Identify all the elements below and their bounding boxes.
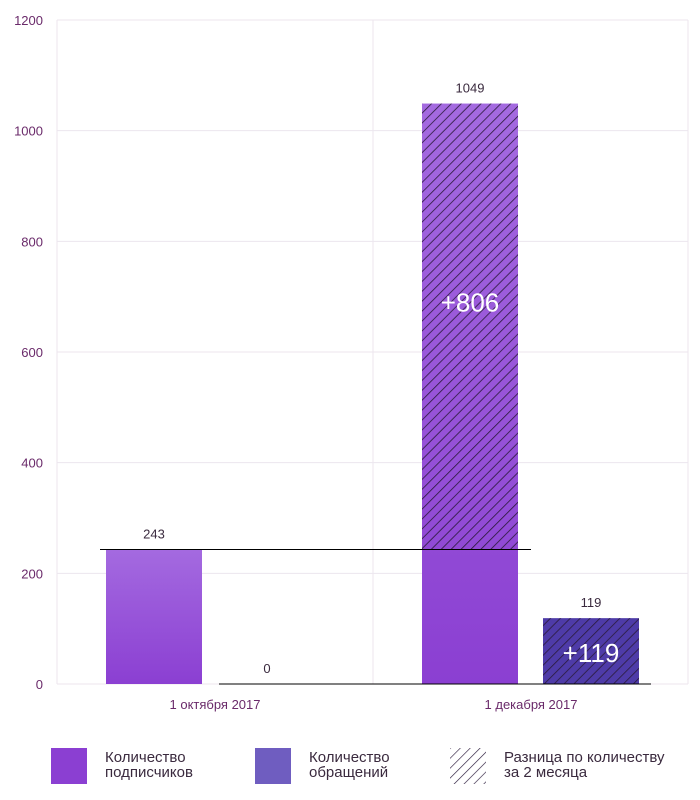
value-label-subscribers: 243 xyxy=(143,527,165,542)
y-tick-label: 1000 xyxy=(14,124,43,139)
hatch-swatch-icon xyxy=(450,748,486,784)
bars xyxy=(100,103,651,685)
x-category-label: 1 декабря 2017 xyxy=(485,697,578,712)
x-category-label: 1 октября 2017 xyxy=(170,697,261,712)
y-tick-label: 400 xyxy=(21,456,43,471)
y-tick-label: 1200 xyxy=(14,13,43,28)
legend-label-difference: Разница по количеству за 2 месяца xyxy=(504,749,665,781)
legend-label-subscribers: Количество подписчиков xyxy=(105,749,193,781)
difference-label: +119 xyxy=(563,638,620,668)
y-tick-label: 0 xyxy=(36,677,43,692)
x-axis-labels: 1 октября 2017 1 декабря 2017 xyxy=(170,697,578,712)
solid-purple-swatch-icon xyxy=(51,748,87,784)
y-axis-ticks: 0 200 400 600 800 1000 1200 xyxy=(14,13,43,692)
solid-violet-swatch-icon xyxy=(255,748,291,784)
bar-chart: 0 200 400 600 800 1000 1200 243 1049 0 119 +806 +11… xyxy=(14,13,689,712)
legend: Количество подписчиков Количество обраще… xyxy=(0,740,700,800)
y-tick-label: 800 xyxy=(21,234,43,249)
data-labels: 243 1049 0 119 +806 +119 xyxy=(143,81,619,676)
chart-svg: 0 200 400 600 800 1000 1200 243 1049 0 119 +806 +11… xyxy=(14,13,689,712)
legend-item-subscribers: Количество подписчиков xyxy=(51,748,295,784)
legend-item-difference: Разница по количеству за 2 месяца xyxy=(450,748,694,784)
value-label-requests: 0 xyxy=(263,661,270,676)
value-label-requests: 119 xyxy=(581,595,602,610)
bar-requests-difference-hatch xyxy=(543,618,639,684)
y-tick-label: 200 xyxy=(21,566,43,581)
legend-item-requests: Количество обращений xyxy=(255,748,499,784)
y-tick-label: 600 xyxy=(21,345,43,360)
legend-label-requests: Количество обращений xyxy=(309,749,390,781)
value-label-subscribers: 1049 xyxy=(456,81,485,96)
bar-subscribers xyxy=(106,549,202,684)
difference-label: +806 xyxy=(441,288,500,318)
bar-subscribers-difference-hatch xyxy=(422,103,518,550)
